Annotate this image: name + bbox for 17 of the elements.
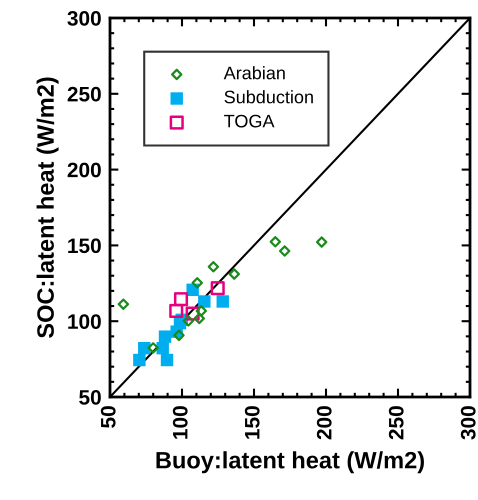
legend-label: TOGA [224,114,274,128]
x-tick-label: 250 [388,406,404,440]
y-axis-title: SOC:latent heat (W/m2) [36,77,59,338]
x-tick-label: 300 [460,406,476,440]
y-tick-label: 150 [68,238,101,254]
y-tick-label: 200 [68,162,101,178]
legend-label: Subduction [224,90,313,104]
y-tick-label: 50 [79,390,101,405]
x-tick-label: 200 [316,406,332,440]
x-tick-label: 150 [244,406,260,439]
y-tick-label: 250 [68,86,101,102]
legend-label: Arabian [224,66,285,80]
y-tick-label: 100 [68,314,101,329]
y-tick-label: 300 [67,11,101,26]
x-tick-label: 100 [172,406,188,439]
x-axis-title: Buoy:latent heat (W/m2) [156,451,424,474]
x-tick-label: 50 [100,406,116,428]
